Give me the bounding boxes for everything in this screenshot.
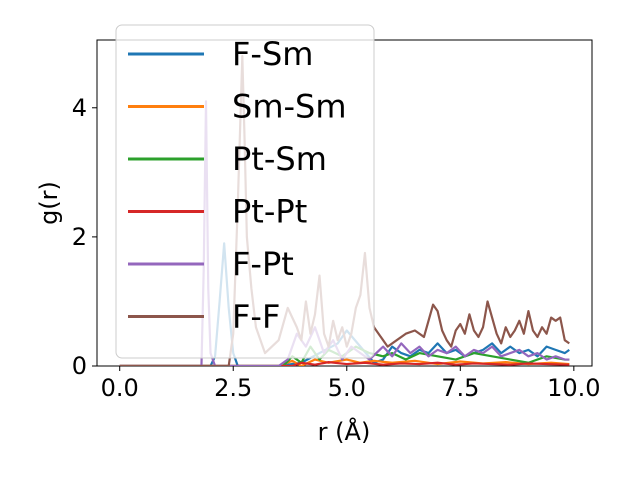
y-tick-label: 2 <box>72 223 87 251</box>
x-tick-label: 10.0 <box>547 374 600 402</box>
x-tick-label: 5.0 <box>328 374 366 402</box>
x-tick-label: 7.5 <box>441 374 479 402</box>
legend-entry: F-Sm <box>232 35 313 73</box>
y-tick-label: 0 <box>72 352 87 380</box>
legend-entry: Pt-Pt <box>232 193 307 231</box>
x-tick-label: 2.5 <box>214 374 252 402</box>
y-axis-label: g(r) <box>35 181 63 225</box>
series-line-pt-pt <box>119 361 570 366</box>
legend-entry: F-Pt <box>232 245 294 283</box>
x-axis-label: r (Å) <box>318 417 371 446</box>
legend: F-Sm Sm-Sm Pt-Sm Pt-Pt F-Pt F-F <box>115 24 375 359</box>
legend-box <box>115 24 375 359</box>
y-axis: 0 2 4 <box>72 94 97 380</box>
series-line-f-pt <box>119 100 570 366</box>
y-tick-label: 4 <box>72 94 87 122</box>
legend-entry: Pt-Sm <box>232 140 327 178</box>
x-axis: 0.0 2.5 5.0 7.5 10.0 <box>101 366 601 402</box>
x-tick-label: 0.0 <box>101 374 139 402</box>
legend-entry: F-F <box>232 298 280 336</box>
legend-entry: Sm-Sm <box>232 88 347 126</box>
series-line-sm-sm <box>119 358 570 366</box>
